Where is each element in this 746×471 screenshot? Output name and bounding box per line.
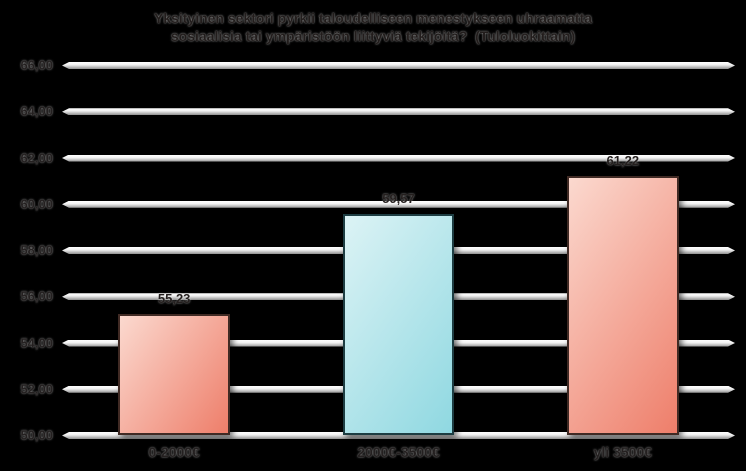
gridline (62, 155, 735, 162)
bar (118, 314, 230, 435)
bar-value-label: 61,22 (606, 152, 640, 168)
y-axis-tick-label: 50,00 (20, 427, 53, 443)
y-axis-tick-label: 56,00 (20, 288, 53, 304)
y-axis-tick-label: 54,00 (20, 335, 53, 350)
bar-value-label: 55,23 (157, 291, 191, 307)
bar (566, 175, 679, 435)
y-axis-tick-label: 66,00 (20, 57, 53, 73)
gridline (62, 108, 735, 115)
gridline (62, 432, 735, 439)
bar (342, 213, 455, 435)
chart-title: Yksityinen sektori pyrkii taloudelliseen… (153, 10, 593, 44)
y-axis-tick-label: 52,00 (20, 381, 53, 397)
y-axis-tick-label: 58,00 (20, 242, 53, 258)
bar-value-label: 59,57 (382, 190, 415, 206)
gridline (62, 62, 735, 69)
x-axis-category-label: yli 3500€ (593, 444, 653, 460)
x-axis-category-label: 2000€-3500€ (357, 444, 440, 460)
y-axis-tick-label: 62,00 (20, 150, 53, 165)
y-axis-tick-label: 60,00 (20, 196, 53, 212)
y-axis-tick-label: 64,00 (20, 103, 53, 119)
gridline (62, 201, 735, 208)
plot-area: 66,00 64,00 62,00 60,00 58,00 56,00 54,00 52,00… (20, 58, 735, 460)
x-axis-category-label: 0-2000€ (148, 444, 200, 460)
